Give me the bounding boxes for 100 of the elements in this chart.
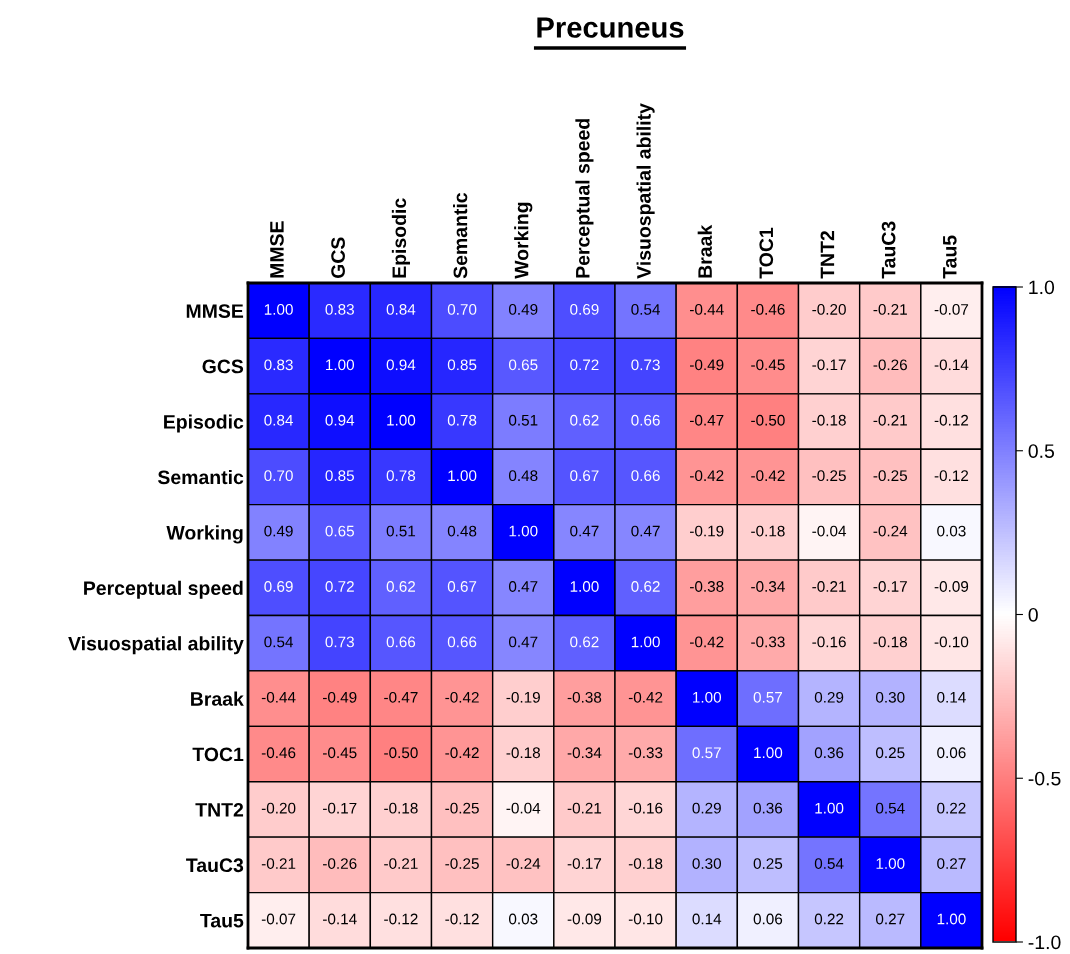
data-label: 0.06 [753, 913, 783, 925]
x-tick-label: TOC1 [759, 227, 774, 279]
data-label: 0.66 [386, 636, 416, 648]
x-tick-label: Visuospatial ability [636, 103, 655, 279]
data-label: -0.14 [934, 359, 969, 371]
data-label: 0.72 [325, 581, 354, 592]
data-label: -0.34 [751, 581, 785, 592]
data-label: 0.03 [508, 913, 538, 925]
data-label: -0.44 [690, 303, 724, 315]
data-label: -0.38 [567, 691, 602, 703]
data-label: -0.19 [690, 525, 724, 537]
y-tick-label: Visuospatial ability [68, 636, 244, 655]
data-label: 0.36 [814, 747, 844, 759]
data-label: 0.66 [631, 470, 660, 482]
x-tick-label: TNT2 [820, 231, 835, 279]
data-label: -0.26 [873, 359, 907, 371]
y-tick-label: Braak [191, 691, 244, 706]
data-label: -0.09 [934, 581, 969, 592]
data-label: -0.21 [873, 303, 907, 315]
chart-title: Precuneus [537, 17, 684, 38]
data-label: 0.65 [325, 525, 354, 537]
data-label: 0.94 [386, 359, 416, 371]
data-label: 1.00 [326, 359, 355, 371]
data-label: 0.78 [447, 414, 477, 426]
data-label: -0.47 [690, 414, 724, 426]
data-label: -0.04 [812, 525, 847, 537]
data-label: -0.33 [628, 747, 663, 759]
x-tick-label: MMSE [270, 221, 284, 278]
data-label: -0.34 [567, 747, 602, 759]
data-label: -0.19 [506, 691, 540, 703]
y-tick-label: MMSE [186, 304, 244, 318]
data-label: 0.72 [570, 359, 599, 371]
data-label: -0.38 [690, 581, 724, 592]
color-bar-label: 0.5 [1028, 444, 1055, 458]
color-bar-label: 1.0 [1029, 280, 1055, 295]
data-label: 0.29 [692, 802, 721, 814]
data-label: 0.69 [570, 303, 599, 315]
data-label: 0.83 [325, 303, 354, 315]
data-label: 1.00 [448, 470, 477, 482]
x-tick-label: Tau5 [943, 235, 957, 279]
data-label: 0.84 [386, 303, 416, 315]
data-label: -0.07 [934, 303, 969, 315]
data-label: -0.20 [261, 802, 296, 814]
data-label: 0.70 [264, 470, 293, 482]
data-label: -0.20 [812, 303, 846, 315]
data-label: -0.46 [751, 303, 785, 315]
data-label: 0.83 [264, 359, 293, 371]
data-label: 1.00 [693, 691, 722, 703]
data-label: -0.42 [690, 470, 724, 482]
data-label: -0.12 [384, 913, 418, 925]
data-label: -0.09 [567, 913, 602, 925]
y-tick-label: TOC1 [192, 747, 244, 762]
data-label: 0.27 [937, 858, 966, 869]
data-label: 0.51 [386, 525, 416, 537]
data-label: 0.62 [386, 581, 416, 592]
x-tick-label: Perceptual speed [575, 119, 594, 278]
data-label: -0.25 [445, 802, 479, 814]
data-label: 0.85 [447, 359, 477, 371]
data-label: 0.47 [631, 525, 660, 537]
data-label: -0.07 [261, 913, 296, 925]
data-label: -0.12 [445, 913, 479, 925]
data-label: 1.00 [570, 581, 599, 592]
data-label: -0.26 [323, 858, 357, 869]
data-label: 0.67 [570, 470, 599, 482]
data-label: 0.27 [875, 913, 905, 925]
data-label: -0.42 [690, 636, 724, 648]
data-label: 0.54 [875, 802, 905, 814]
data-label: 1.00 [264, 303, 293, 315]
data-label: 1.00 [815, 802, 844, 814]
data-label: -0.14 [323, 913, 357, 925]
data-label: -0.25 [812, 470, 846, 482]
data-label: -0.18 [873, 636, 907, 648]
data-label: 1.00 [937, 913, 966, 925]
data-label: 0.73 [631, 359, 660, 371]
data-label: -0.17 [812, 359, 846, 371]
data-label: 0.47 [508, 636, 538, 648]
data-label: -0.47 [384, 691, 418, 703]
y-tick-label: TauC3 [186, 858, 244, 873]
data-label: -0.49 [690, 359, 724, 371]
data-label: -0.42 [628, 691, 663, 703]
data-label: 0.29 [814, 691, 844, 703]
data-label: -0.25 [873, 470, 908, 482]
x-tick-label: Braak [697, 224, 712, 278]
data-label: 0.03 [937, 525, 966, 537]
data-label: -0.50 [751, 414, 785, 426]
data-label: 0.65 [508, 359, 538, 371]
data-label: 0.57 [692, 747, 721, 759]
data-label: -0.18 [506, 747, 540, 759]
data-label: 0.30 [692, 858, 722, 869]
data-label: 0.67 [447, 581, 477, 592]
data-label: 0.94 [325, 414, 355, 426]
data-label: 0.47 [508, 581, 538, 592]
data-label: -0.18 [628, 858, 663, 869]
data-label: 0.66 [447, 636, 477, 648]
data-label: 1.00 [387, 414, 416, 426]
y-tick-label: Episodic [164, 414, 244, 433]
data-label: 0.49 [264, 525, 293, 537]
data-label: 0.62 [570, 414, 599, 426]
data-label: -0.17 [323, 802, 357, 814]
data-label: -0.18 [751, 525, 785, 537]
